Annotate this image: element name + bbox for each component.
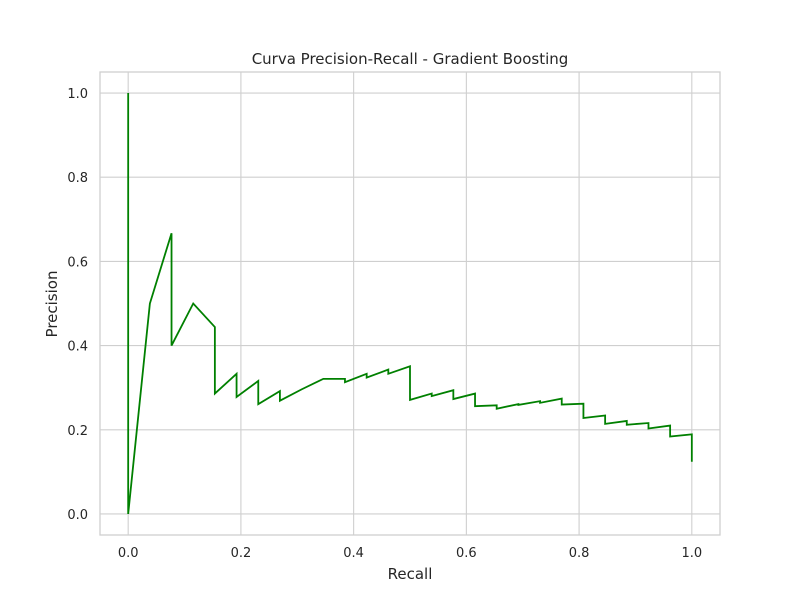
- y-axis-label: Precision: [43, 271, 61, 338]
- x-tick-label: 0.6: [456, 546, 477, 561]
- y-tick-label: 0.0: [67, 508, 88, 523]
- y-tick-label: 0.2: [67, 424, 88, 439]
- x-tick-label: 0.4: [343, 546, 364, 561]
- x-tick-label: 0.0: [118, 546, 139, 561]
- x-axis-label: Recall: [388, 565, 433, 583]
- y-tick-label: 0.6: [67, 255, 88, 270]
- x-tick-label: 0.2: [231, 546, 252, 561]
- chart-title: Curva Precision-Recall - Gradient Boosti…: [252, 50, 569, 68]
- x-tick-labels: 0.0 0.2 0.4 0.6 0.8 1.0: [118, 546, 702, 561]
- y-tick-label: 0.4: [67, 340, 88, 355]
- y-tick-labels: 0.0 0.2 0.4 0.6 0.8 1.0: [67, 87, 88, 523]
- x-tick-label: 1.0: [681, 546, 702, 561]
- x-tick-label: 0.8: [569, 546, 590, 561]
- grid: [100, 72, 720, 535]
- precision-recall-curve: [127, 93, 693, 515]
- y-tick-label: 0.8: [67, 171, 88, 186]
- plot-frame: [99, 71, 721, 536]
- y-tick-label: 1.0: [67, 87, 88, 102]
